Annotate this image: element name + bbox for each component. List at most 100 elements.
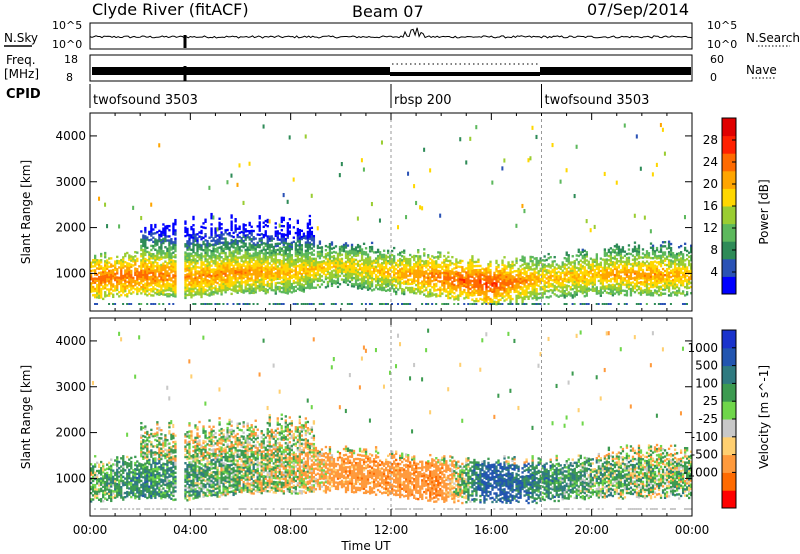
range-gate-cell [617,270,621,273]
range-gate-cell [132,276,135,280]
range-gate-cell [451,255,454,259]
range-gate-cell [407,286,410,290]
range-gate-cell [302,261,306,264]
range-gate-cell [240,239,243,242]
range-gate-cell [515,282,518,285]
range-gate-cell [563,267,566,270]
range-gate-cell [294,254,297,257]
range-gate-cell [190,267,193,270]
range-gate-cell [130,284,133,287]
range-gate-cell [242,264,245,267]
range-gate-cell [116,282,119,285]
range-gate-cell [328,261,332,264]
range-gate-cell [495,261,498,265]
range-gate-cell [214,260,217,263]
range-gate-cell [194,252,197,255]
range-gate-cell [262,258,265,262]
range-gate-cell [595,253,598,256]
range-gate-cell [148,292,151,295]
range-gate-cell [455,287,458,290]
range-gate-cell [433,283,436,286]
range-gate-cell [188,273,191,276]
range-gate-cell [545,269,548,272]
range-gate-cell [156,292,159,296]
range-gate-cell [551,285,554,288]
range-gate-cell [278,285,281,289]
range-gate-cell [354,283,358,286]
range-gate-cell [174,278,177,282]
range-gate-cell [539,296,542,299]
range-gate-cell [555,286,558,289]
range-gate-cell [266,245,269,248]
range-gate-cell [120,269,123,272]
range-gate-cell [256,272,259,275]
range-gate-cell [326,252,330,255]
range-gate-cell [386,284,390,288]
range-gate-cell [140,246,143,250]
range-gate-cell [463,282,466,286]
range-gate-cell [607,250,611,254]
range-gate-cell [429,261,432,265]
range-gate-cell [535,281,538,285]
range-gate-cell [433,266,436,270]
range-gate-cell [441,284,444,287]
range-gate-cell [120,260,123,264]
range-gate-cell [529,268,532,271]
range-gate-cell [120,283,123,287]
range-gate-cell [312,237,316,240]
range-gate-cell [561,292,564,295]
range-gate-cell [397,288,400,291]
range-gate-cell [270,260,273,263]
near-range-cell [222,303,225,305]
range-gate-cell [314,259,318,263]
range-gate-cell [128,281,131,284]
range-gate-cell [148,251,151,254]
cpid-segment-label: rbsp 200 [394,93,452,108]
range-gate-cell [382,257,386,261]
range-gate-cell [284,272,287,276]
range-gate-cell [238,268,241,272]
range-gate-cell [130,263,133,266]
range-gate-cell [100,296,103,299]
range-gate-cell [262,279,265,282]
range-gate-cell [94,279,97,282]
range-gate-cell [467,296,470,300]
range-gate-cell [298,239,301,242]
range-gate-cell [118,280,121,284]
range-gate-cell [274,263,277,266]
range-gate-cell [98,280,101,283]
range-gate-cell [126,268,129,271]
range-gate-cell [96,294,99,297]
range-gate-cell [370,241,374,245]
range-gate-cell [473,285,476,288]
range-gate-cell [218,265,221,268]
range-gate-cell [370,280,374,284]
range-gate-cell [278,238,281,241]
range-gate-cell [274,222,277,225]
range-gate-cell [222,270,225,273]
range-gate-cell [609,288,613,291]
range-gate-cell [585,290,588,293]
range-gate-cell [569,277,572,281]
range-gate-cell [427,276,430,280]
range-gate-cell [338,270,342,274]
range-gate-cell [228,281,231,284]
range-gate-cell [166,278,169,281]
range-gate-cell [551,268,554,272]
range-gate-cell [569,279,572,283]
range-gate-cell [218,254,221,258]
range-gate-cell [198,291,201,294]
range-gate-cell [515,284,518,287]
range-gate-cell [334,245,338,248]
range-gate-cell [254,247,257,251]
range-gate-cell [581,289,584,293]
range-gate-cell [284,291,287,294]
range-gate-cell [236,227,239,230]
range-gate-cell [511,283,514,286]
range-gate-cell [559,275,562,279]
range-gate-cell [256,245,259,249]
range-gate-cell [356,250,360,253]
range-gate-cell [391,282,394,286]
range-gate-cell [220,284,223,288]
range-gate-cell [138,283,141,287]
